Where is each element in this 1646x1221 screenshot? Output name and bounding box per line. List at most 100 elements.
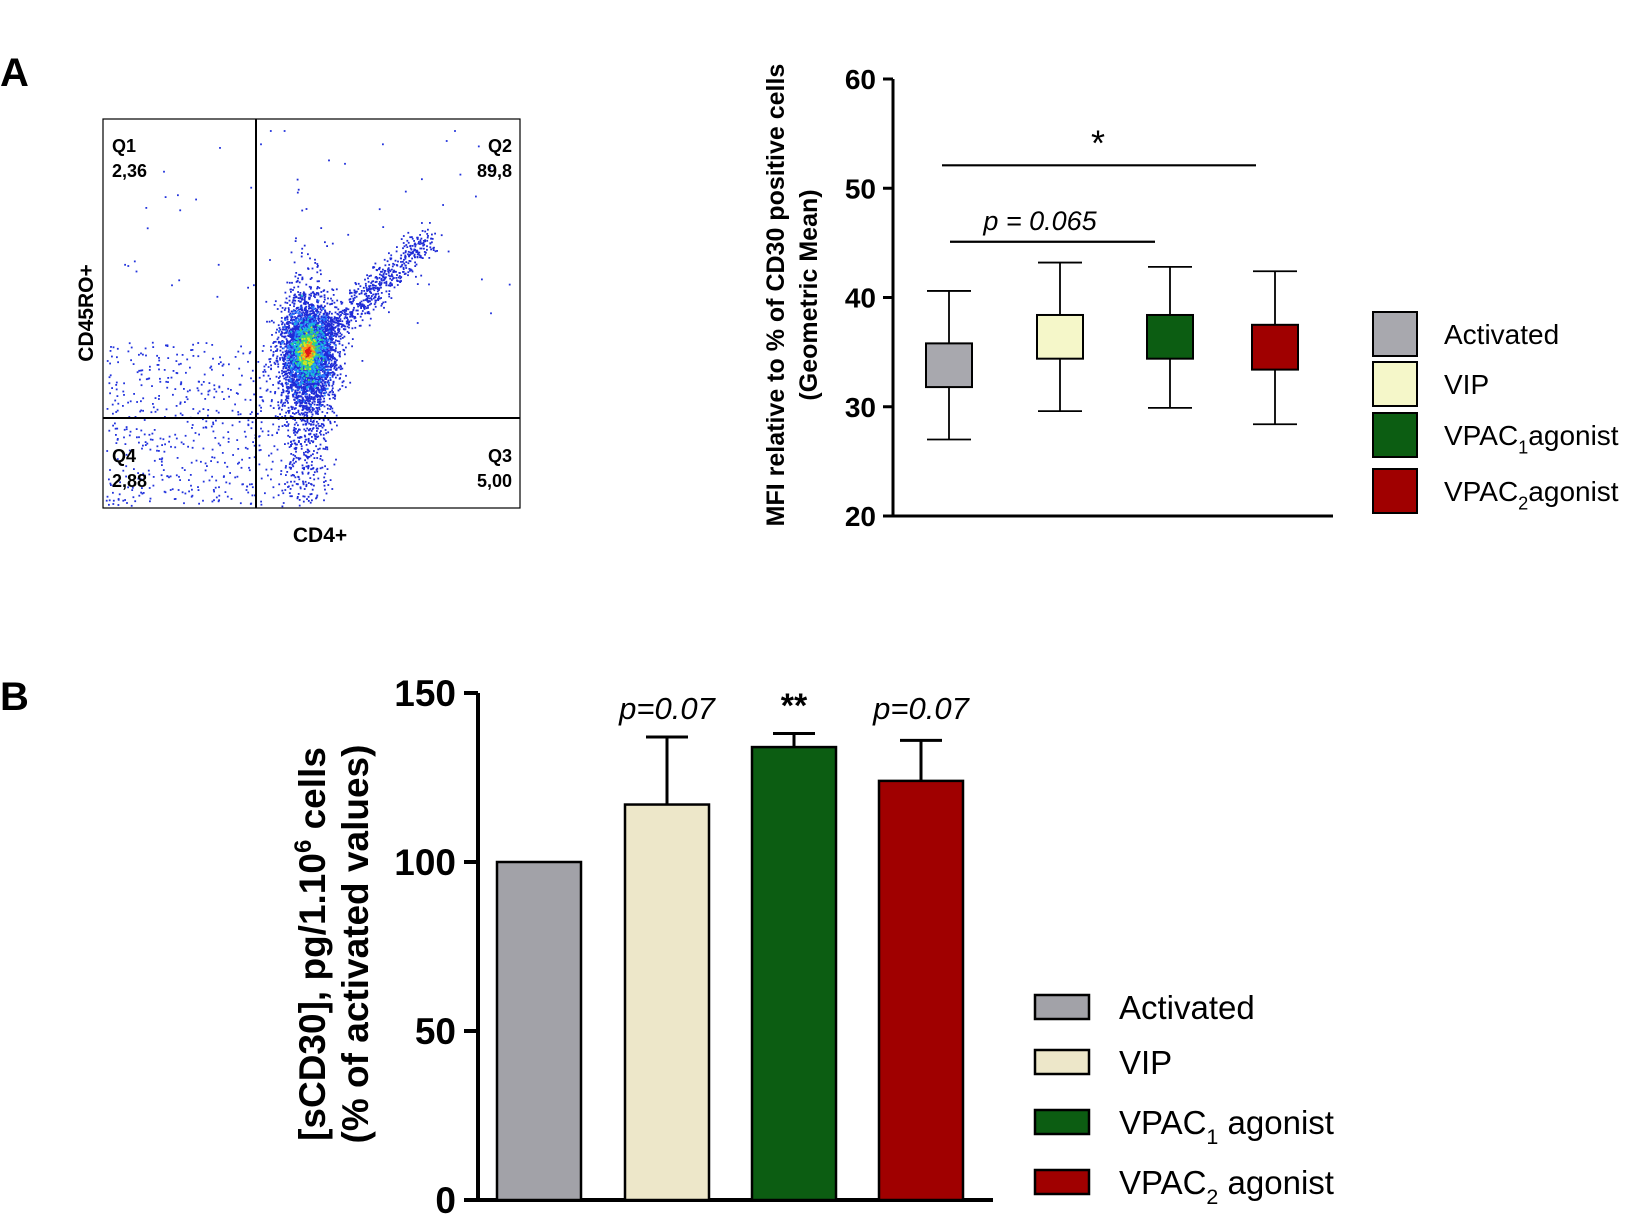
flow-event	[328, 159, 330, 162]
flow-event	[338, 353, 341, 355]
flow-event	[191, 446, 194, 449]
flow-event	[386, 260, 389, 263]
flow-event	[331, 357, 334, 360]
flow-event	[308, 450, 311, 453]
flow-event	[303, 381, 306, 384]
flow-event	[324, 378, 327, 380]
flow-event	[293, 439, 296, 442]
flow-event	[307, 440, 310, 443]
flow-event	[191, 494, 194, 497]
flow-event	[387, 270, 390, 272]
flow-event	[156, 364, 159, 366]
flow-event	[218, 494, 221, 497]
flow-event	[320, 352, 322, 355]
flow-event	[368, 297, 371, 300]
flow-event	[389, 257, 392, 260]
flow-event	[294, 316, 296, 318]
flow-event	[237, 413, 240, 416]
flow-event	[337, 313, 340, 316]
flow-event	[287, 322, 290, 325]
flow-event	[297, 315, 299, 318]
flow-event	[288, 343, 291, 346]
flow-event	[322, 447, 325, 450]
flow-event	[213, 456, 216, 459]
flow-event	[322, 343, 324, 345]
flow-event	[286, 390, 288, 392]
flow-event	[362, 304, 365, 307]
flow-event	[296, 316, 298, 319]
flow-event	[324, 305, 326, 308]
flow-event	[330, 346, 332, 348]
flow-event	[324, 355, 327, 358]
flow-event	[320, 391, 322, 394]
flow-event	[298, 400, 300, 403]
flow-event	[297, 387, 299, 389]
flow-event	[148, 369, 151, 371]
flow-event	[434, 232, 436, 235]
flow-event	[407, 274, 409, 277]
flow-event	[344, 353, 346, 356]
flow-event	[315, 376, 318, 379]
flow-event	[364, 282, 367, 285]
flow-event	[389, 277, 392, 280]
flow-event	[393, 263, 396, 266]
flow-event	[283, 332, 286, 335]
flow-event	[420, 274, 423, 277]
flow-event	[192, 343, 194, 346]
flow-event	[303, 466, 305, 469]
flow-event	[338, 340, 341, 343]
flow-event	[336, 374, 339, 377]
flow-event	[230, 498, 233, 500]
flow-event	[282, 388, 284, 391]
flow-event	[205, 342, 208, 344]
flow-event	[330, 297, 332, 300]
flow-event	[306, 395, 309, 398]
flow-event	[282, 326, 284, 329]
flow-event	[326, 446, 329, 449]
flow-event	[287, 369, 289, 372]
flow-event	[111, 387, 113, 389]
flow-event	[294, 396, 297, 399]
flow-event	[128, 449, 131, 452]
flow-event	[410, 248, 413, 251]
flow-event	[308, 307, 310, 310]
flow-event	[316, 388, 319, 391]
flow-event	[151, 432, 154, 435]
flow-event	[261, 399, 264, 402]
flow-event	[424, 253, 426, 256]
flow-event	[400, 261, 402, 263]
flow-event	[381, 303, 383, 305]
flow-event	[213, 388, 216, 391]
flow-event	[288, 299, 291, 302]
flow-event	[300, 314, 303, 317]
flow-event	[241, 458, 243, 461]
flow-event	[327, 407, 329, 410]
flow-event	[319, 380, 322, 383]
flow-event	[275, 331, 277, 334]
flow-event	[238, 367, 241, 370]
flow-event	[163, 450, 166, 453]
flow-event	[144, 444, 147, 446]
flow-event	[392, 262, 394, 265]
flow-event	[302, 407, 305, 409]
flow-event	[317, 376, 320, 378]
flow-event	[311, 370, 314, 373]
flow-event	[304, 435, 307, 438]
flow-event	[298, 311, 301, 314]
flow-event	[335, 458, 337, 461]
flow-event	[260, 406, 262, 409]
flow-event	[281, 347, 284, 350]
flow-event	[401, 263, 404, 266]
flow-event	[239, 502, 242, 505]
flow-event	[260, 410, 262, 412]
flow-event	[172, 393, 174, 396]
flow-event	[352, 297, 355, 300]
flow-event	[325, 492, 328, 495]
flow-event	[295, 421, 298, 424]
flow-event	[307, 482, 310, 484]
flow-event	[391, 268, 393, 271]
flow-event	[289, 333, 291, 336]
flow-event	[286, 352, 289, 354]
flow-event	[383, 306, 385, 309]
flow-event	[262, 371, 265, 373]
